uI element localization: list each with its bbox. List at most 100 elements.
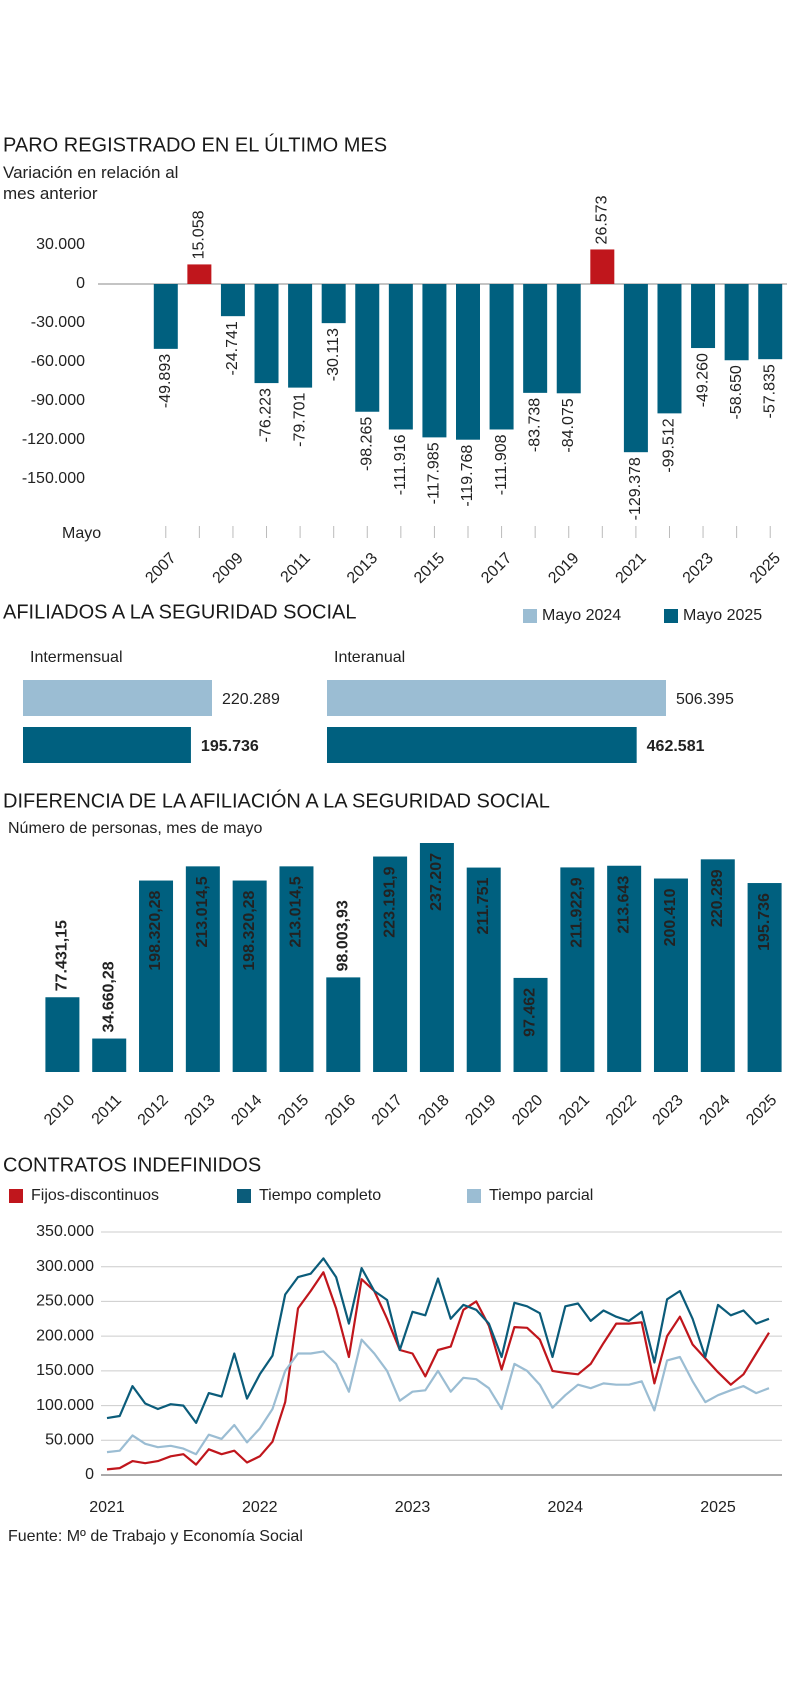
x-tick-label: 2013 [181, 1092, 218, 1129]
x-tick-label: 2019 [545, 550, 582, 587]
value-label: 213.014,5 [288, 876, 305, 947]
subtitle: Variación en relación al mes anterior [3, 163, 179, 203]
value-label: -99.512 [661, 418, 678, 472]
x-tick-label: 2013 [344, 550, 381, 587]
legend-swatch [523, 609, 537, 623]
bar [355, 284, 380, 412]
value-label: 211.751 [475, 877, 492, 934]
bar [185, 866, 220, 1072]
bar [220, 284, 245, 317]
legend-swatch [664, 609, 678, 623]
x-tick-label: 2025 [747, 550, 784, 587]
value-label: 213.014,5 [194, 876, 211, 947]
x-tick-label: 2007 [142, 550, 179, 587]
value-label: -57.835 [761, 364, 778, 418]
x-tick-label: 2011 [89, 1092, 125, 1128]
bar [653, 878, 688, 1072]
x-tick-label: 2024 [547, 1499, 583, 1516]
value-label: 223.191,9 [381, 866, 398, 937]
bar [623, 284, 648, 453]
panel-label: Interanual [334, 649, 405, 666]
bar [279, 866, 314, 1072]
x-axis-label: Mayo [62, 525, 101, 542]
value-label: -117.985 [426, 442, 443, 504]
chart-title: CONTRATOS INDEFINIDOS [3, 1154, 261, 1176]
x-tick-label: 2009 [210, 550, 247, 587]
legend-swatch [467, 1189, 481, 1203]
legend-swatch [237, 1189, 251, 1203]
value-label: -30.113 [325, 328, 342, 381]
y-tick-label: 300.000 [36, 1258, 94, 1275]
chart-title: DIFERENCIA DE LA AFILIACIÓN A LA SEGURID… [3, 789, 550, 812]
value-label: -111.908 [493, 434, 510, 495]
x-tick-label: 2014 [228, 1092, 265, 1129]
bar [590, 249, 615, 284]
subtitle: Número de personas, mes de mayo [8, 820, 262, 837]
value-label: 198.320,28 [147, 890, 164, 970]
value-label: 220.289 [709, 869, 726, 927]
bar [326, 977, 361, 1072]
value-label: -129.378 [627, 457, 644, 520]
value-label: 98.003,93 [335, 900, 352, 971]
panel-label: Intermensual [30, 649, 123, 666]
legend-label: Tiempo completo [259, 1187, 381, 1204]
value-label: 77.431,15 [54, 920, 71, 991]
bar [657, 284, 682, 414]
x-tick-label: 2015 [411, 550, 448, 587]
value-label: 213.643 [615, 876, 632, 934]
line [106, 1338, 770, 1456]
x-tick-label: 2020 [509, 1092, 546, 1129]
legend-label: Mayo 2024 [542, 607, 621, 624]
value-label: 237.207 [428, 853, 445, 911]
y-tick-label: 200.000 [36, 1327, 94, 1344]
y-tick-label: -60.000 [31, 353, 85, 370]
bar [153, 284, 178, 349]
value-label: 220.289 [222, 691, 280, 708]
value-label: -84.075 [560, 398, 577, 452]
x-tick-label: 2019 [462, 1092, 499, 1129]
value-label: -76.223 [258, 388, 275, 442]
y-tick-label: 0 [76, 275, 85, 292]
bar [456, 284, 480, 440]
value-label: -49.893 [157, 354, 174, 408]
y-tick-label: -120.000 [22, 431, 85, 448]
x-tick-label: 2012 [135, 1092, 172, 1129]
bar [691, 284, 716, 349]
bar [747, 883, 782, 1072]
x-tick-label: 2022 [603, 1092, 640, 1129]
value-label: -83.738 [526, 398, 543, 452]
bar [92, 1038, 127, 1072]
line [106, 1271, 770, 1471]
y-tick-label: 250.000 [36, 1293, 94, 1310]
x-tick-label: 2010 [41, 1092, 78, 1129]
value-label: -119.768 [459, 445, 476, 507]
value-label: -58.650 [728, 365, 745, 419]
x-tick-label: 2016 [322, 1092, 359, 1129]
x-tick-label: 2018 [416, 1092, 453, 1129]
value-label: 97.462 [522, 988, 539, 1037]
bar [254, 284, 279, 384]
bar [373, 856, 408, 1072]
value-label: 195.736 [201, 738, 259, 755]
chart-title: PARO REGISTRADO EN EL ÚLTIMO MES [3, 133, 387, 156]
bar [232, 880, 267, 1072]
x-tick-label: 2022 [242, 1499, 278, 1516]
value-label: 15.058 [191, 210, 208, 259]
bar [139, 880, 174, 1072]
legend-label: Fijos-discontinuos [31, 1187, 159, 1204]
x-tick-label: 2025 [743, 1092, 780, 1129]
bar [607, 865, 642, 1072]
value-label: 26.573 [594, 195, 611, 244]
bar [560, 867, 595, 1072]
y-tick-label: 50.000 [45, 1432, 94, 1449]
source: Fuente: Mº de Trabajo y Economía Social [8, 1528, 303, 1545]
value-label: 200.410 [662, 888, 679, 946]
x-tick-label: 2023 [650, 1092, 687, 1129]
value-label: 211.922,9 [569, 877, 586, 947]
bar [23, 727, 191, 763]
bar [419, 843, 454, 1072]
bar [321, 284, 346, 324]
value-label: 195.736 [756, 893, 773, 951]
value-label: 462.581 [647, 738, 705, 755]
